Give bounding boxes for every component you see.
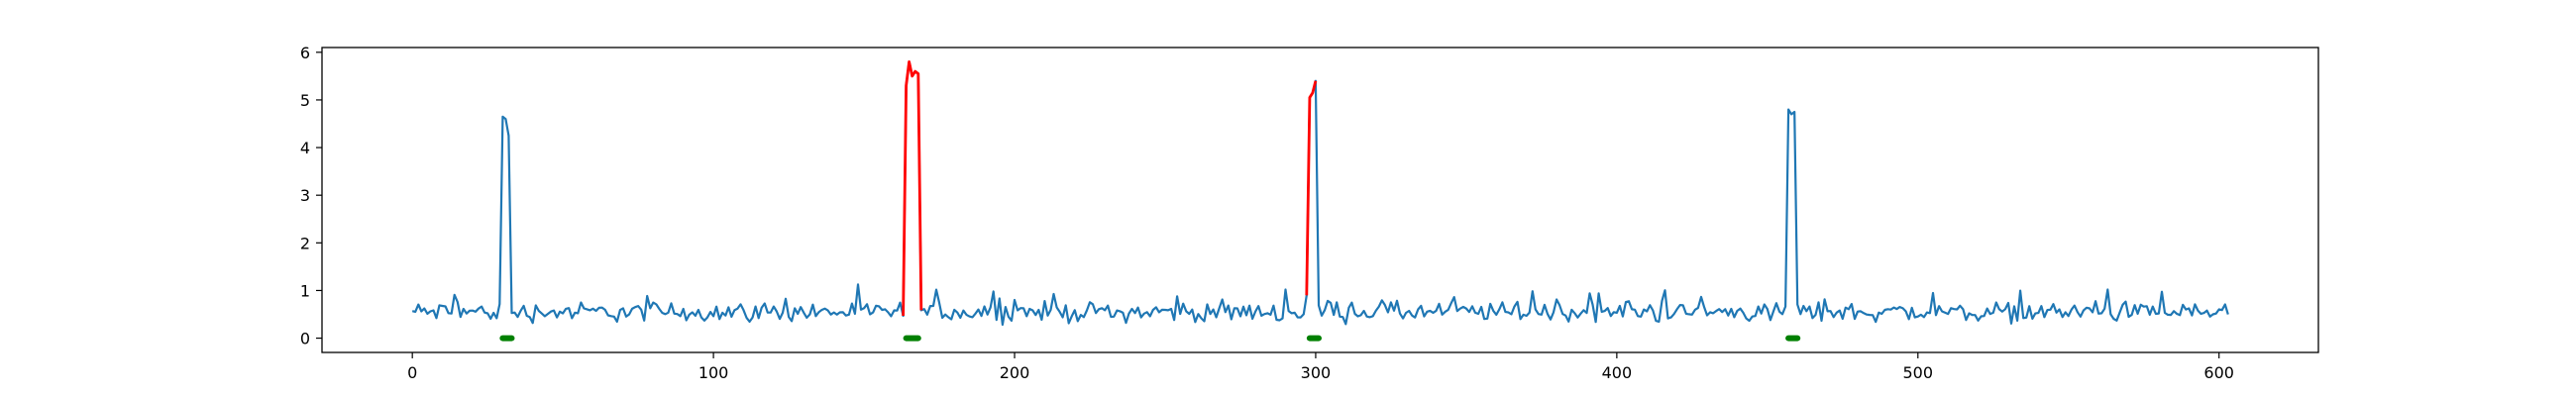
x-tick-label: 200	[1000, 363, 1030, 382]
plot-frame	[321, 47, 2319, 353]
highlight-segment-1	[1305, 80, 1318, 296]
y-tick-label: 2	[300, 234, 310, 252]
y-tick-label: 4	[300, 139, 310, 157]
y-axis: 0 1 2 3 4 5 6	[300, 44, 322, 348]
y-tick-label: 6	[300, 44, 310, 62]
series-layer	[411, 60, 2229, 327]
x-tick-label: 600	[2203, 363, 2234, 382]
y-tick-label: 0	[300, 330, 310, 348]
highlight-segment-0	[902, 60, 923, 317]
y-tick-label: 3	[300, 186, 310, 205]
x-tick-label: 400	[1602, 363, 1633, 382]
y-tick-label: 5	[300, 91, 310, 110]
x-tick-label: 0	[407, 363, 417, 382]
plot-background	[322, 48, 2318, 352]
x-tick-label: 300	[1301, 363, 1332, 382]
x-tick-label: 500	[1903, 363, 1934, 382]
series-line	[411, 60, 2229, 327]
y-tick-label: 1	[300, 281, 310, 300]
x-tick-label: 100	[698, 363, 729, 382]
x-axis: 0 100 200 300 400 500 600	[407, 352, 2234, 382]
